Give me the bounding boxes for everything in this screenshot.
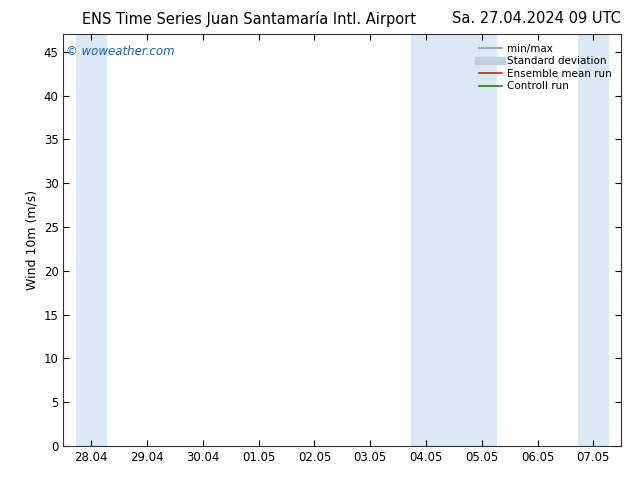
Text: Sa. 27.04.2024 09 UTC: Sa. 27.04.2024 09 UTC <box>453 11 621 26</box>
Bar <box>578 34 609 446</box>
Legend: min/max, Standard deviation, Ensemble mean run, Controll run: min/max, Standard deviation, Ensemble me… <box>475 40 616 96</box>
Bar <box>76 34 107 446</box>
Bar <box>411 34 497 446</box>
Y-axis label: Wind 10m (m/s): Wind 10m (m/s) <box>25 190 38 290</box>
Text: © woweather.com: © woweather.com <box>66 45 175 58</box>
Text: ENS Time Series Juan Santamaría Intl. Airport: ENS Time Series Juan Santamaría Intl. Ai… <box>82 11 417 27</box>
